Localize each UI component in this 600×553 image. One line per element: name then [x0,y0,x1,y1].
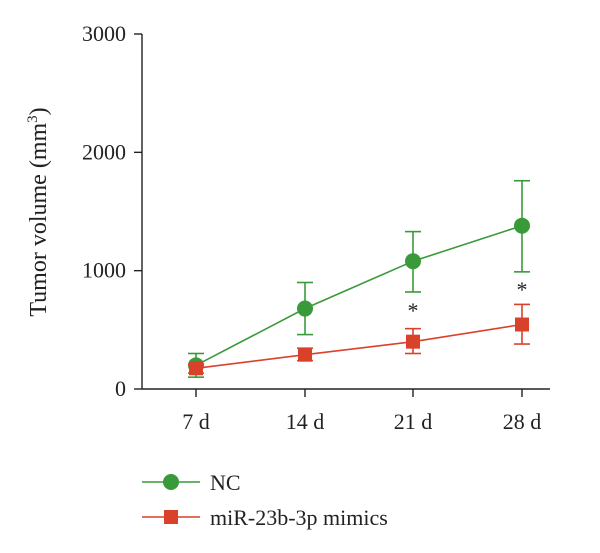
y-tick-label: 1000 [82,258,126,283]
legend-label: NC [210,470,241,495]
y-tick-label: 3000 [82,21,126,46]
x-tick-label: 7 d [182,409,210,434]
legend-label: miR-23b-3p mimics [210,505,388,530]
legend-marker [163,474,179,490]
data-point [406,334,420,349]
x-tick-label: 14 d [286,409,325,434]
data-point [515,317,529,332]
series-line [195,224,523,367]
legend-marker [164,510,178,524]
data-point [189,361,203,376]
series-mimics [188,303,530,376]
series-line [195,323,523,370]
data-point [297,300,313,317]
x-tick-label: 21 d [394,409,433,434]
series-layer [188,179,530,378]
y-axis-label: Tumor volume (mm3) [25,107,52,316]
significance-marker: * [517,277,528,302]
x-ticks: 7 d 14 d 21 d 28 d [182,389,541,434]
legend: NC miR-23b-3p mimics [142,470,388,530]
data-point [298,347,312,362]
y-tick-label: 0 [115,376,126,401]
x-tick-label: 28 d [503,409,542,434]
data-point [405,253,421,270]
y-tick-label: 2000 [82,139,126,164]
annotations: ** [408,277,528,323]
y-axis-label-close: ) [26,107,52,115]
significance-marker: * [408,298,419,323]
axes [141,34,550,390]
y-axis-label-superscript: 3 [25,115,41,123]
y-ticks: 0 1000 2000 3000 [82,21,142,401]
data-point [514,217,530,234]
